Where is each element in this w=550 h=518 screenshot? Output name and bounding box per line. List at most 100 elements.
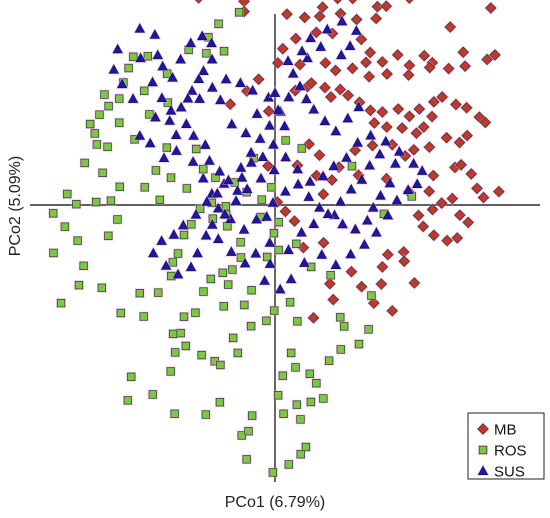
point-mb — [278, 204, 293, 219]
point-ros — [269, 228, 279, 239]
point-ros — [363, 324, 374, 335]
point-ros — [48, 208, 59, 219]
point-sus — [348, 222, 362, 235]
point-ros — [218, 301, 229, 312]
point-mb — [332, 0, 343, 6]
point-ros — [223, 279, 234, 290]
point-ros — [247, 410, 258, 421]
point-mb — [434, 196, 449, 210]
point-ros — [246, 321, 256, 332]
point-ros — [335, 312, 346, 323]
point-ros — [96, 282, 107, 293]
point-sus — [284, 272, 298, 284]
point-ros — [278, 408, 289, 419]
point-sus — [315, 247, 329, 260]
point-ros — [165, 366, 176, 377]
point-mb — [435, 90, 449, 104]
point-mb — [391, 102, 405, 116]
point-sus — [133, 128, 147, 141]
point-sus — [281, 53, 295, 66]
point-ros — [103, 101, 114, 112]
point-sus — [213, 93, 227, 105]
point-sus — [151, 48, 165, 60]
point-ros — [268, 467, 278, 478]
point-sus — [244, 145, 258, 158]
point-mb — [417, 48, 431, 63]
point-mb — [404, 0, 415, 5]
point-mb — [470, 181, 484, 196]
point-mb — [379, 0, 394, 13]
point-sus — [170, 143, 183, 156]
legend-label-ros: ROS — [494, 443, 527, 460]
point-mb — [426, 168, 441, 183]
point-mb — [375, 105, 390, 119]
point-ros — [106, 195, 116, 206]
point-mb — [345, 61, 360, 76]
point-sus — [344, 247, 358, 260]
point-mb — [341, 88, 355, 103]
point-mb — [304, 76, 319, 90]
point-sus — [235, 170, 249, 183]
point-ros — [142, 51, 153, 62]
point-ros — [114, 181, 125, 192]
point-mb — [422, 184, 436, 199]
point-sus — [303, 174, 317, 187]
point-mb — [390, 48, 405, 62]
point-ros — [239, 300, 250, 310]
point-ros — [180, 341, 191, 351]
point-mb — [262, 104, 276, 118]
point-sus — [401, 182, 415, 195]
point-ros — [256, 194, 267, 205]
point-ros — [179, 311, 189, 322]
point-ros — [179, 230, 189, 240]
point-sus — [282, 90, 296, 102]
point-sus — [148, 110, 162, 123]
point-ros — [85, 119, 96, 129]
point-sus — [268, 85, 282, 98]
point-sus — [363, 158, 377, 171]
point-ros — [241, 454, 252, 465]
point-ros — [295, 449, 306, 460]
point-ros — [285, 297, 295, 308]
point-sus — [184, 36, 198, 48]
point-ros — [170, 347, 181, 358]
point-ros — [99, 89, 110, 100]
point-sus — [219, 72, 233, 85]
point-sus — [357, 237, 371, 250]
point-sus — [304, 30, 318, 43]
point-sus — [233, 75, 247, 88]
point-sus — [156, 59, 170, 72]
point-sus — [250, 106, 264, 119]
point-mb — [289, 31, 303, 46]
series-sus — [107, 14, 429, 295]
point-sus — [366, 200, 380, 213]
point-ros — [122, 395, 133, 406]
point-sus — [302, 189, 316, 202]
point-mb — [402, 109, 417, 124]
point-sus — [253, 131, 267, 144]
point-sus — [291, 177, 305, 190]
point-ros — [318, 393, 329, 404]
point-sus — [126, 91, 140, 104]
point-mb — [425, 109, 439, 124]
point-ros — [286, 348, 297, 358]
point-mb — [453, 208, 467, 222]
point-sus — [271, 103, 285, 115]
point-sus — [316, 169, 330, 182]
point-ros — [112, 214, 123, 225]
point-mb — [445, 191, 460, 206]
point-mb — [297, 10, 312, 25]
point-ros — [166, 172, 176, 183]
point-sus — [383, 176, 397, 188]
point-ros — [232, 348, 243, 358]
point-sus — [364, 128, 378, 141]
point-mb — [365, 138, 380, 153]
point-mb — [223, 97, 238, 111]
point-sus — [349, 23, 363, 36]
point-mb — [324, 90, 338, 104]
point-mb — [459, 100, 474, 115]
point-sus — [225, 117, 239, 130]
point-sus — [355, 172, 369, 185]
point-ros — [261, 315, 272, 326]
point-mb — [315, 0, 330, 14]
